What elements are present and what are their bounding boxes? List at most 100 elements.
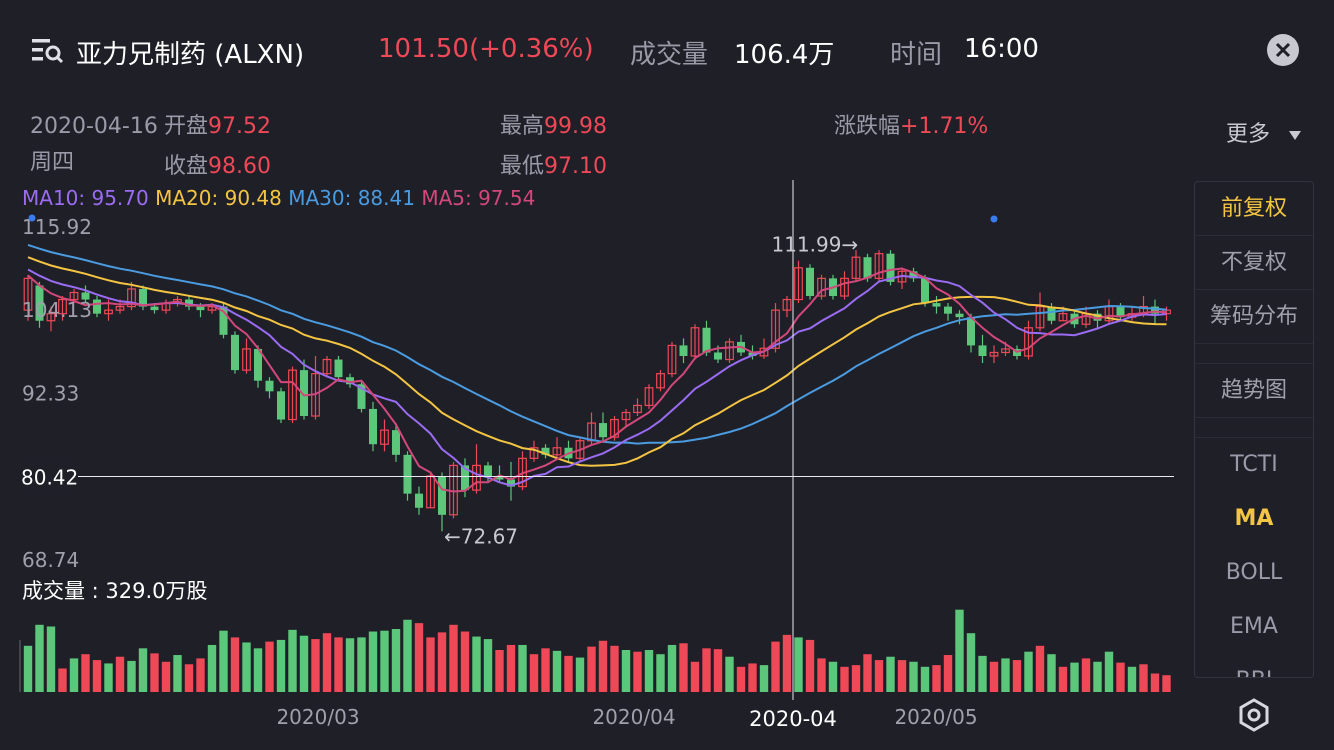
volume-bar — [115, 656, 125, 692]
candle-body — [944, 306, 952, 314]
volume-bar — [391, 629, 401, 692]
volume-bar — [299, 635, 309, 692]
candle-body — [507, 479, 515, 487]
volume-bar — [1001, 658, 1010, 692]
volume-bar — [955, 609, 964, 692]
volume-bar — [656, 654, 665, 692]
volume-bar — [932, 665, 941, 692]
volume-bar — [368, 631, 378, 692]
volume-bar — [1012, 660, 1022, 692]
trend-chart[interactable]: 趋势图 — [1195, 364, 1313, 418]
volume-bar — [1116, 662, 1125, 692]
volume-bar — [966, 633, 976, 692]
indicator-bbi[interactable]: BBI — [1195, 654, 1313, 677]
volume-title: 成交量 : 329.0万股 — [22, 579, 208, 603]
candle-body — [690, 327, 700, 357]
volume-bars-group — [23, 609, 1171, 692]
crosshair-date-bg — [748, 704, 838, 732]
volume-bar — [725, 656, 734, 692]
adjust-forward[interactable]: 前复权 — [1195, 182, 1313, 236]
candle-body — [196, 306, 205, 311]
volume-bar — [1035, 645, 1045, 692]
settings-icon[interactable] — [1236, 697, 1272, 733]
candle-body — [817, 277, 826, 297]
ma5-line — [27, 267, 1167, 493]
candle-body — [484, 465, 492, 476]
candle-body — [978, 345, 987, 357]
candle-body — [529, 447, 539, 459]
candle-body — [989, 351, 999, 357]
high-price: 最高99.98 — [500, 108, 607, 140]
volume-bar — [345, 638, 355, 692]
volume-bar — [414, 623, 424, 692]
candle-body — [575, 440, 585, 459]
candle-body — [277, 391, 285, 420]
time-value: 16:00 — [964, 34, 1039, 64]
x-tick-label: 2020/03 — [276, 705, 359, 729]
volume-bar — [587, 646, 596, 692]
ma20-legend: MA20: 90.48 — [155, 186, 282, 210]
indicator-boll[interactable]: BOLL — [1225, 560, 1283, 585]
candle-body — [1024, 327, 1033, 357]
chip-distribution[interactable]: 筹码分布 — [1195, 290, 1313, 344]
candle-body — [380, 429, 389, 445]
y-tick-label: 68.74 — [22, 548, 79, 572]
change-value: +1.71% — [900, 114, 989, 139]
volume-bar — [357, 637, 366, 692]
max-price-marker: 111.99→ — [772, 233, 859, 257]
volume-bar — [644, 650, 654, 692]
candle-body — [127, 288, 136, 308]
candle-body — [93, 299, 101, 314]
candle-body — [771, 309, 780, 349]
candle-body — [1058, 313, 1068, 322]
indicator-tcti[interactable]: TCTI — [1230, 452, 1278, 477]
volume-bar — [564, 655, 573, 692]
candle-body — [69, 291, 79, 301]
candlestick-chart[interactable]: 115.92104.1392.3380.5368.7480.42111.99→←… — [0, 0, 1180, 750]
candle-body — [46, 313, 56, 322]
more-button[interactable]: 更多 — [1226, 116, 1302, 148]
volume-bar — [184, 664, 194, 692]
stock-title: 亚力兄制药 (ALXN) — [76, 40, 305, 70]
candle-body — [679, 345, 688, 357]
volume-bar — [403, 619, 412, 692]
volume-bar — [1081, 658, 1091, 692]
candle-body — [185, 299, 193, 307]
candle-body — [633, 404, 642, 414]
ma10-line — [27, 268, 1167, 487]
candle-body — [702, 327, 711, 353]
volume-bar — [679, 643, 688, 692]
min-price-marker: ←72.67 — [444, 524, 518, 548]
adjust-none[interactable]: 不复权 — [1195, 236, 1313, 290]
volume-bar — [759, 665, 769, 692]
volume-bar — [920, 666, 930, 692]
panel-divider — [1195, 418, 1313, 438]
indicator-ema[interactable]: EMA — [1230, 614, 1278, 639]
volume-bar — [196, 658, 205, 692]
info-date: 2020-04-16 — [30, 114, 158, 139]
volume-bar — [288, 629, 297, 692]
volume-bar — [173, 655, 182, 692]
candle-body — [139, 288, 147, 307]
volume-bar — [69, 658, 79, 692]
y-tick-label: 92.33 — [22, 382, 79, 406]
indicator-ma[interactable]: MA — [1234, 506, 1274, 531]
high-value: 99.98 — [544, 114, 607, 139]
side-panel: 前复权 不复权 筹码分布 趋势图 TCTI MA BOLL EMA BBI — [1194, 181, 1314, 678]
candle-body — [1047, 306, 1056, 321]
volume-bar — [253, 648, 263, 692]
volume-bar — [702, 648, 711, 692]
candle-body — [35, 285, 44, 321]
volume-bar — [874, 660, 884, 692]
volume-bar — [1047, 654, 1056, 692]
close-label: 收盘 — [164, 154, 209, 179]
menu-search-icon[interactable] — [30, 36, 64, 66]
volume-bar — [1070, 662, 1079, 692]
candle-body — [334, 359, 343, 378]
volume-bar — [104, 663, 113, 692]
low-price: 最低97.10 — [500, 148, 607, 180]
volume-bar — [610, 645, 619, 692]
candle-body — [438, 475, 446, 515]
close-button[interactable] — [1267, 34, 1299, 66]
volume-bar — [1139, 664, 1148, 692]
